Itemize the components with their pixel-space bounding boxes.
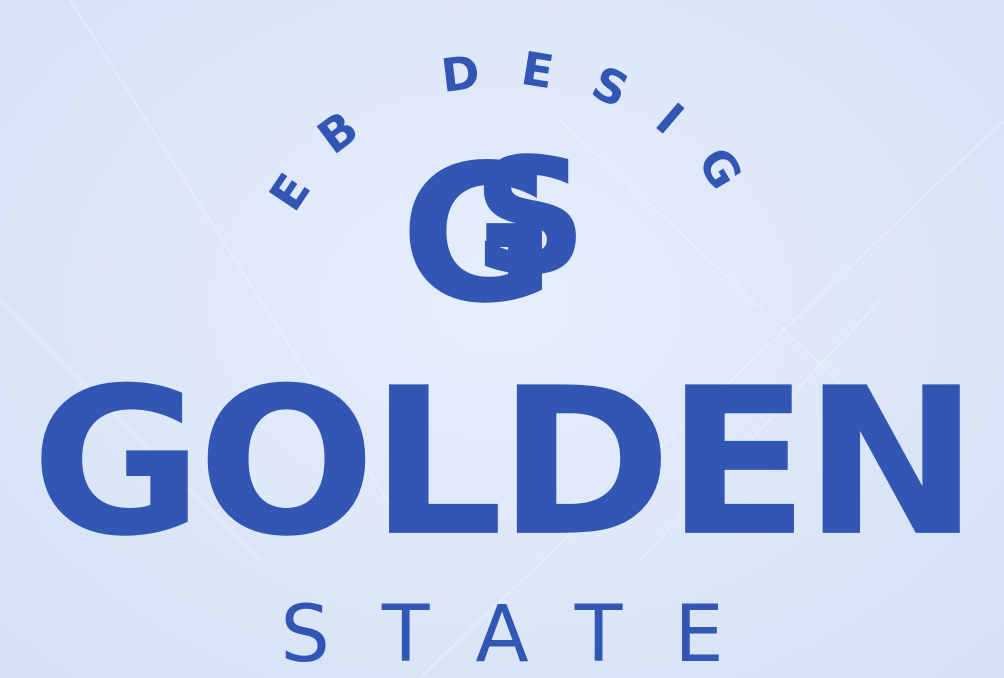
logo-subtitle: STATE — [280, 590, 776, 678]
gs-monogram: G S — [400, 123, 588, 345]
monogram-letter-s: S — [472, 123, 587, 310]
arc-tagline: WEB DESIGN — [0, 0, 773, 231]
logo-title: GOLDEN — [30, 343, 979, 582]
monogram-letter-g: G — [400, 124, 556, 345]
